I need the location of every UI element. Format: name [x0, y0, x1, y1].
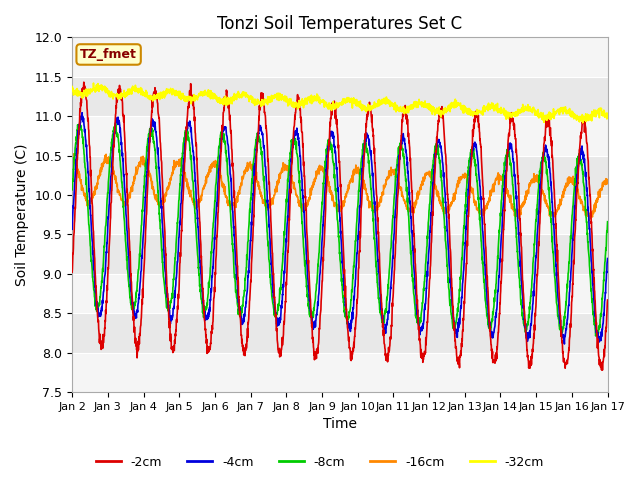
Y-axis label: Soil Temperature (C): Soil Temperature (C)	[15, 144, 29, 286]
Bar	[72, 313, 607, 353]
X-axis label: Time: Time	[323, 418, 357, 432]
Bar	[72, 37, 607, 77]
Bar	[72, 156, 607, 195]
Title: Tonzi Soil Temperatures Set C: Tonzi Soil Temperatures Set C	[218, 15, 463, 33]
Bar	[72, 353, 607, 392]
Text: TZ_fmet: TZ_fmet	[80, 48, 137, 61]
Bar	[72, 195, 607, 234]
Bar	[72, 234, 607, 274]
Bar	[72, 274, 607, 313]
Legend: -2cm, -4cm, -8cm, -16cm, -32cm: -2cm, -4cm, -8cm, -16cm, -32cm	[91, 451, 549, 474]
Bar	[72, 77, 607, 116]
Bar	[72, 116, 607, 156]
